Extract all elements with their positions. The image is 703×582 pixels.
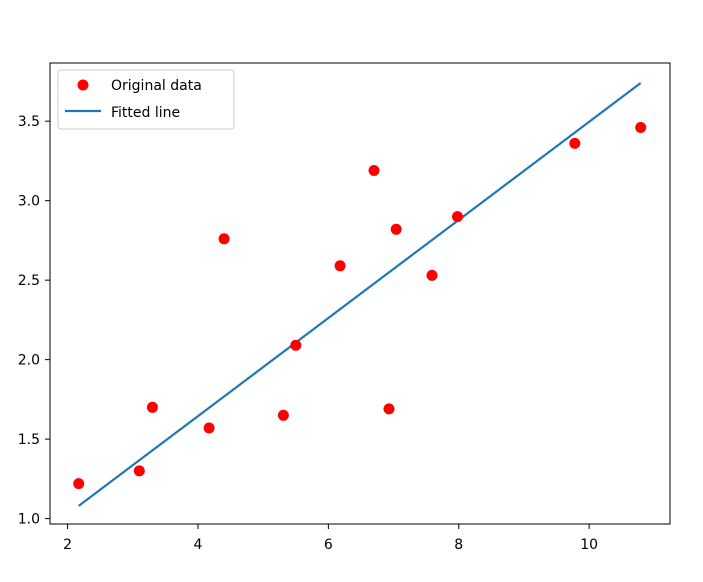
x-tick-label-0: 2 bbox=[63, 537, 72, 553]
plot-area-frame bbox=[49, 62, 671, 525]
data-point-8 bbox=[334, 260, 346, 272]
data-point-4 bbox=[203, 422, 215, 434]
data-point-9 bbox=[368, 165, 380, 176]
x-axis: 2 4 6 8 10 bbox=[63, 524, 598, 553]
x-tick-label-3: 8 bbox=[454, 537, 463, 553]
plot-content bbox=[73, 82, 647, 507]
data-point-12 bbox=[426, 269, 438, 281]
data-point-15 bbox=[635, 122, 647, 133]
data-point-3 bbox=[146, 401, 158, 413]
data-point-6 bbox=[277, 409, 289, 421]
fitted-line bbox=[78, 82, 642, 507]
data-point-5 bbox=[218, 233, 230, 245]
y-tick-label-4: 3.0 bbox=[18, 194, 40, 210]
y-axis: 1.0 1.5 2.0 2.5 3.0 3.5 bbox=[18, 114, 50, 528]
data-point-1 bbox=[73, 478, 85, 490]
legend-label-fitted-line: Fitted line bbox=[111, 105, 180, 121]
x-tick-label-1: 4 bbox=[194, 537, 203, 553]
data-point-11 bbox=[390, 223, 402, 235]
legend: Original data Fitted line bbox=[57, 69, 235, 130]
y-tick-label-1: 1.5 bbox=[18, 432, 40, 448]
data-point-13 bbox=[452, 211, 463, 223]
legend-box bbox=[57, 69, 235, 130]
y-tick-label-5: 3.5 bbox=[18, 114, 40, 130]
data-point-2 bbox=[133, 465, 145, 477]
legend-label-original-data: Original data bbox=[111, 78, 202, 94]
x-tick-label-2: 6 bbox=[324, 537, 333, 553]
data-point-7 bbox=[290, 339, 302, 351]
data-point-14 bbox=[569, 137, 581, 149]
x-tick-label-4: 10 bbox=[580, 537, 598, 553]
y-tick-label-3: 2.5 bbox=[18, 273, 40, 289]
legend-marker-original-data bbox=[77, 79, 89, 91]
data-point-10 bbox=[383, 403, 395, 415]
y-tick-label-0: 1.0 bbox=[18, 512, 40, 528]
y-tick-label-2: 2.0 bbox=[18, 353, 40, 369]
